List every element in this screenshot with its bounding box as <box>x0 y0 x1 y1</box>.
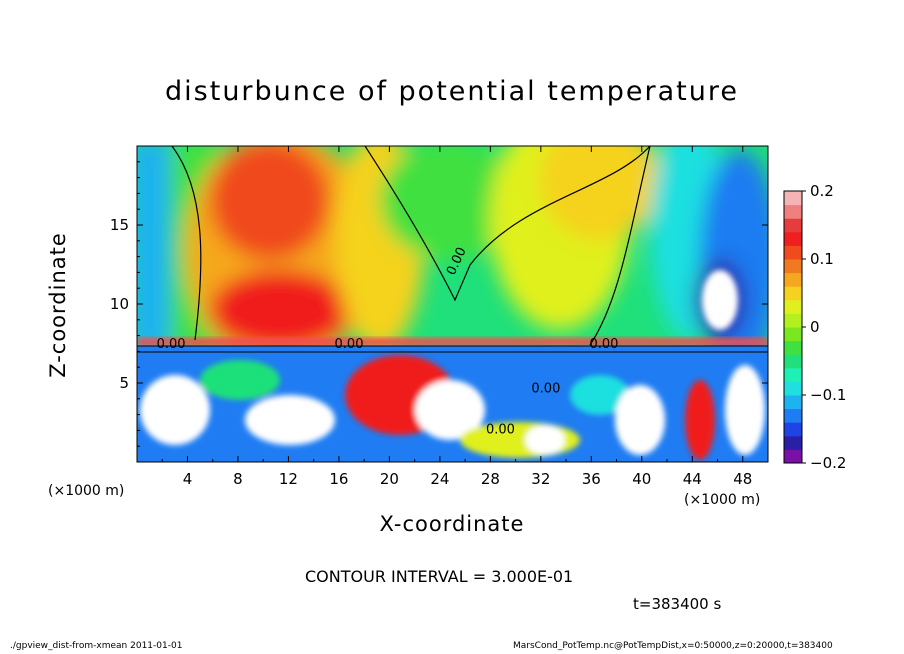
colorbar-tick-label: −0.1 <box>810 386 846 404</box>
colorbar-cell <box>784 313 802 328</box>
colorbar-cell <box>784 272 802 287</box>
contour-line-left <box>171 146 202 341</box>
colorbar-cell <box>784 354 802 369</box>
contour-label: 0.00 <box>531 381 560 396</box>
y-axis-label: Z-coordinate <box>46 232 70 378</box>
colorbar-cell <box>784 204 802 219</box>
x-unit-label-right: (×1000 m) <box>684 492 761 508</box>
colorbar-tick-label: 0 <box>810 318 820 336</box>
contour-label: 0.00 <box>335 337 364 352</box>
x-tick-label: 40 <box>632 470 651 488</box>
x-tick-label: 32 <box>531 470 550 488</box>
y-axis: 5 10 15 <box>110 161 768 447</box>
contour-line-v <box>364 146 651 302</box>
colorbar-cell <box>784 395 802 410</box>
x-axis-label: X-coordinate <box>379 512 525 536</box>
chart-title: disturbunce of potential temperature <box>165 76 739 107</box>
time-label: t=383400 s <box>633 595 722 613</box>
x-tick-label: 24 <box>430 470 449 488</box>
x-tick-label: 12 <box>279 470 298 488</box>
contour-line-band <box>137 345 768 353</box>
footer-dataset: MarsCond_PotTemp.nc@PotTempDist,x=0:5000… <box>513 641 833 651</box>
x-tick-label: 20 <box>380 470 399 488</box>
contour-interval-label: CONTOUR INTERVAL = 3.000E-01 <box>305 567 574 586</box>
colorbar-cell <box>784 449 802 464</box>
colorbar-cell <box>784 231 802 246</box>
y-tick-label: 5 <box>119 374 129 392</box>
heatmap-field <box>137 146 768 462</box>
x-unit-label-left: (×1000 m) <box>48 483 125 499</box>
footer-command: ./gpview_dist-from-xmean 2011-01-01 <box>10 641 183 651</box>
contour-line-right <box>589 146 651 346</box>
colorbar-tick-label: 0.1 <box>810 250 834 268</box>
x-tick-label: 48 <box>733 470 752 488</box>
contour-label: 0.00 <box>157 337 186 352</box>
colorbar: 0.2 0.1 0 −0.1 −0.2 <box>783 182 846 472</box>
colorbar-cell <box>784 367 802 382</box>
y-tick-label: 10 <box>110 295 129 313</box>
x-tick-label: 44 <box>683 470 702 488</box>
colorbar-cell <box>784 218 802 233</box>
colorbar-tick-label: 0.2 <box>810 182 834 200</box>
colorbar-cell <box>784 245 802 260</box>
colorbar-cell <box>784 381 802 396</box>
colorbar-cell <box>784 408 802 423</box>
contour-label: 0.00 <box>589 337 618 352</box>
x-tick-label: 4 <box>183 470 193 488</box>
colorbar-tick-label: −0.2 <box>810 454 846 472</box>
x-tick-label: 16 <box>329 470 348 488</box>
colorbar-cell <box>784 435 802 450</box>
colorbar-cell <box>784 327 802 342</box>
colorbar-cell <box>784 286 802 301</box>
x-tick-label: 28 <box>481 470 500 488</box>
blank-region-top-right <box>702 270 738 330</box>
colorbar-cell <box>784 422 802 437</box>
colorbar-cell <box>784 299 802 314</box>
x-tick-label: 8 <box>233 470 243 488</box>
colorbar-cell <box>784 340 802 355</box>
colorbar-cell <box>784 191 802 206</box>
y-tick-label: 15 <box>110 216 129 234</box>
contour-label: 0.00 <box>486 423 515 438</box>
x-axis: 4 8 12 16 20 24 28 32 36 40 44 48 <box>161 146 752 488</box>
colorbar-cell <box>784 259 802 274</box>
x-tick-label: 36 <box>582 470 601 488</box>
